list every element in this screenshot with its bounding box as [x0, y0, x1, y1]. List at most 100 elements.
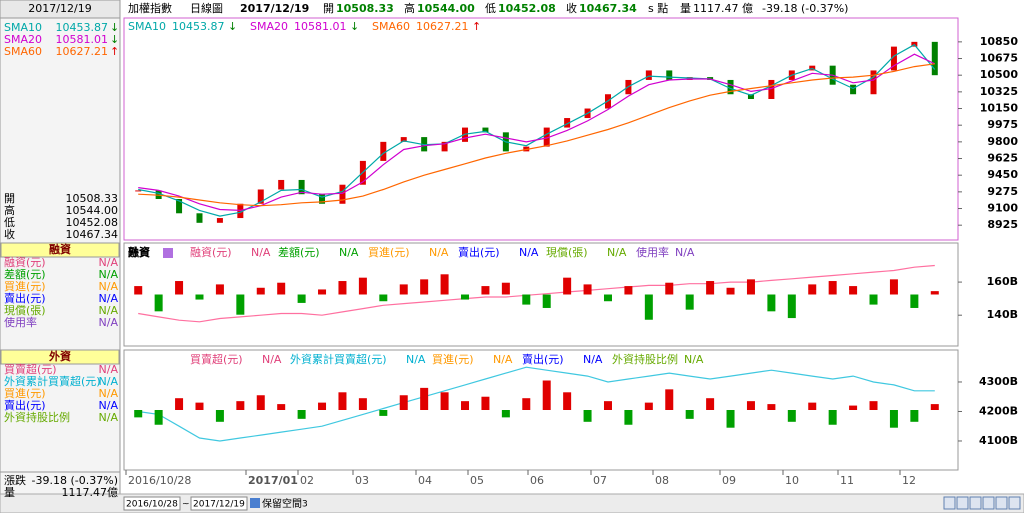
- bar: [338, 392, 347, 410]
- bar: [420, 279, 429, 295]
- row-value: N/A: [99, 316, 119, 329]
- header-open: 10508.33: [336, 2, 394, 15]
- candle: [135, 190, 142, 192]
- tool-button[interactable]: [956, 496, 969, 510]
- bar: [399, 284, 408, 295]
- tool-button[interactable]: [943, 496, 956, 510]
- bar: [644, 402, 653, 410]
- y-tick-label: 9625: [987, 152, 1018, 165]
- row-label: 外資持股比例: [4, 410, 70, 424]
- legend-value: N/A: [406, 353, 426, 366]
- bar: [726, 410, 735, 428]
- legend-icon: [163, 248, 173, 258]
- bar: [134, 286, 143, 295]
- tool-button[interactable]: [995, 496, 1008, 510]
- series-line: [138, 366, 935, 442]
- bar: [215, 284, 224, 295]
- legend-name: SMA20: [250, 20, 288, 33]
- end-box[interactable]: [190, 496, 248, 511]
- tool-button[interactable]: [1008, 496, 1021, 510]
- section-title: 外資: [48, 349, 71, 363]
- header-change: -39.18 (-0.37%): [762, 2, 848, 15]
- legend-value: N/A: [493, 353, 513, 366]
- sma-value: 10627.21: [56, 45, 109, 58]
- bar: [358, 277, 367, 295]
- legend-name: 買進(元): [368, 246, 410, 259]
- legend-arrow: ↓: [228, 20, 237, 33]
- y-tick-label: 4100B: [979, 434, 1018, 447]
- ohlc-label: 開: [4, 192, 15, 205]
- bar: [869, 294, 878, 305]
- bar: [440, 274, 449, 295]
- legend-name: SMA60: [372, 20, 410, 33]
- main-frame: [123, 17, 959, 241]
- bar: [603, 401, 612, 410]
- series-line: [138, 63, 935, 207]
- candle: [482, 127, 489, 133]
- tool-button[interactable]: [982, 496, 995, 510]
- margin-frame: [123, 242, 959, 347]
- header-volume: 1117.47 億: [693, 2, 753, 15]
- bar: [665, 389, 674, 410]
- bar: [542, 380, 551, 410]
- bar: [297, 410, 306, 419]
- candle: [850, 84, 857, 95]
- legend-name: 買進(元): [432, 353, 474, 366]
- bar: [910, 410, 919, 422]
- bar: [420, 387, 429, 410]
- legend-value: N/A: [262, 353, 282, 366]
- x-label: 08: [655, 474, 669, 487]
- start-box[interactable]: [123, 496, 181, 511]
- y-tick-label: 10500: [980, 68, 1019, 81]
- header-open-label: 開: [323, 2, 334, 15]
- bar: [195, 294, 204, 300]
- bar: [440, 392, 449, 410]
- row-value: N/A: [99, 375, 119, 388]
- tool-button[interactable]: [969, 496, 982, 510]
- bar: [685, 410, 694, 419]
- bar: [767, 404, 776, 410]
- candle: [890, 46, 897, 71]
- row-label: 融資(元): [4, 256, 46, 269]
- row-label: 使用率: [4, 315, 37, 329]
- legend-arrow: ↓: [350, 20, 359, 33]
- bar: [930, 291, 939, 295]
- legend-name: 賣出(元): [522, 352, 564, 366]
- bar: [767, 294, 776, 312]
- row-value: N/A: [99, 304, 119, 317]
- candle: [216, 218, 223, 223]
- section-title: 融資: [49, 242, 71, 256]
- y-tick-label: 10675: [980, 52, 1018, 65]
- row-value: N/A: [99, 292, 119, 305]
- section-header: [0, 349, 120, 365]
- legend-name: 融資(元): [190, 246, 232, 259]
- x-label: 10: [785, 474, 799, 487]
- sma-name: SMA10: [4, 21, 42, 34]
- candle: [339, 184, 346, 204]
- candle: [257, 189, 264, 204]
- y-tick-label: 9975: [987, 118, 1018, 131]
- legend-name: 差額(元): [278, 245, 320, 259]
- bar: [134, 410, 143, 418]
- bar: [256, 287, 265, 295]
- sma-name: SMA20: [4, 33, 42, 46]
- bar: [563, 392, 572, 410]
- bar: [808, 284, 817, 295]
- legend-value: N/A: [251, 246, 271, 259]
- header-vol-label: 量: [680, 2, 691, 15]
- sma-value: 10581.01: [56, 33, 109, 46]
- bar: [787, 294, 796, 319]
- reserve-value: 3: [302, 500, 308, 510]
- bar: [685, 294, 694, 310]
- bar: [910, 294, 919, 308]
- ohlc-value: 10467.34: [66, 228, 119, 241]
- x-label: 09: [722, 474, 736, 487]
- sma-arrow: ↑: [110, 45, 119, 58]
- series-line: [138, 264, 935, 323]
- header-period: 日線圖: [190, 1, 223, 15]
- bar: [154, 294, 163, 312]
- y-tick-label: 9100: [987, 202, 1018, 215]
- y-tick-label: 10850: [980, 35, 1019, 48]
